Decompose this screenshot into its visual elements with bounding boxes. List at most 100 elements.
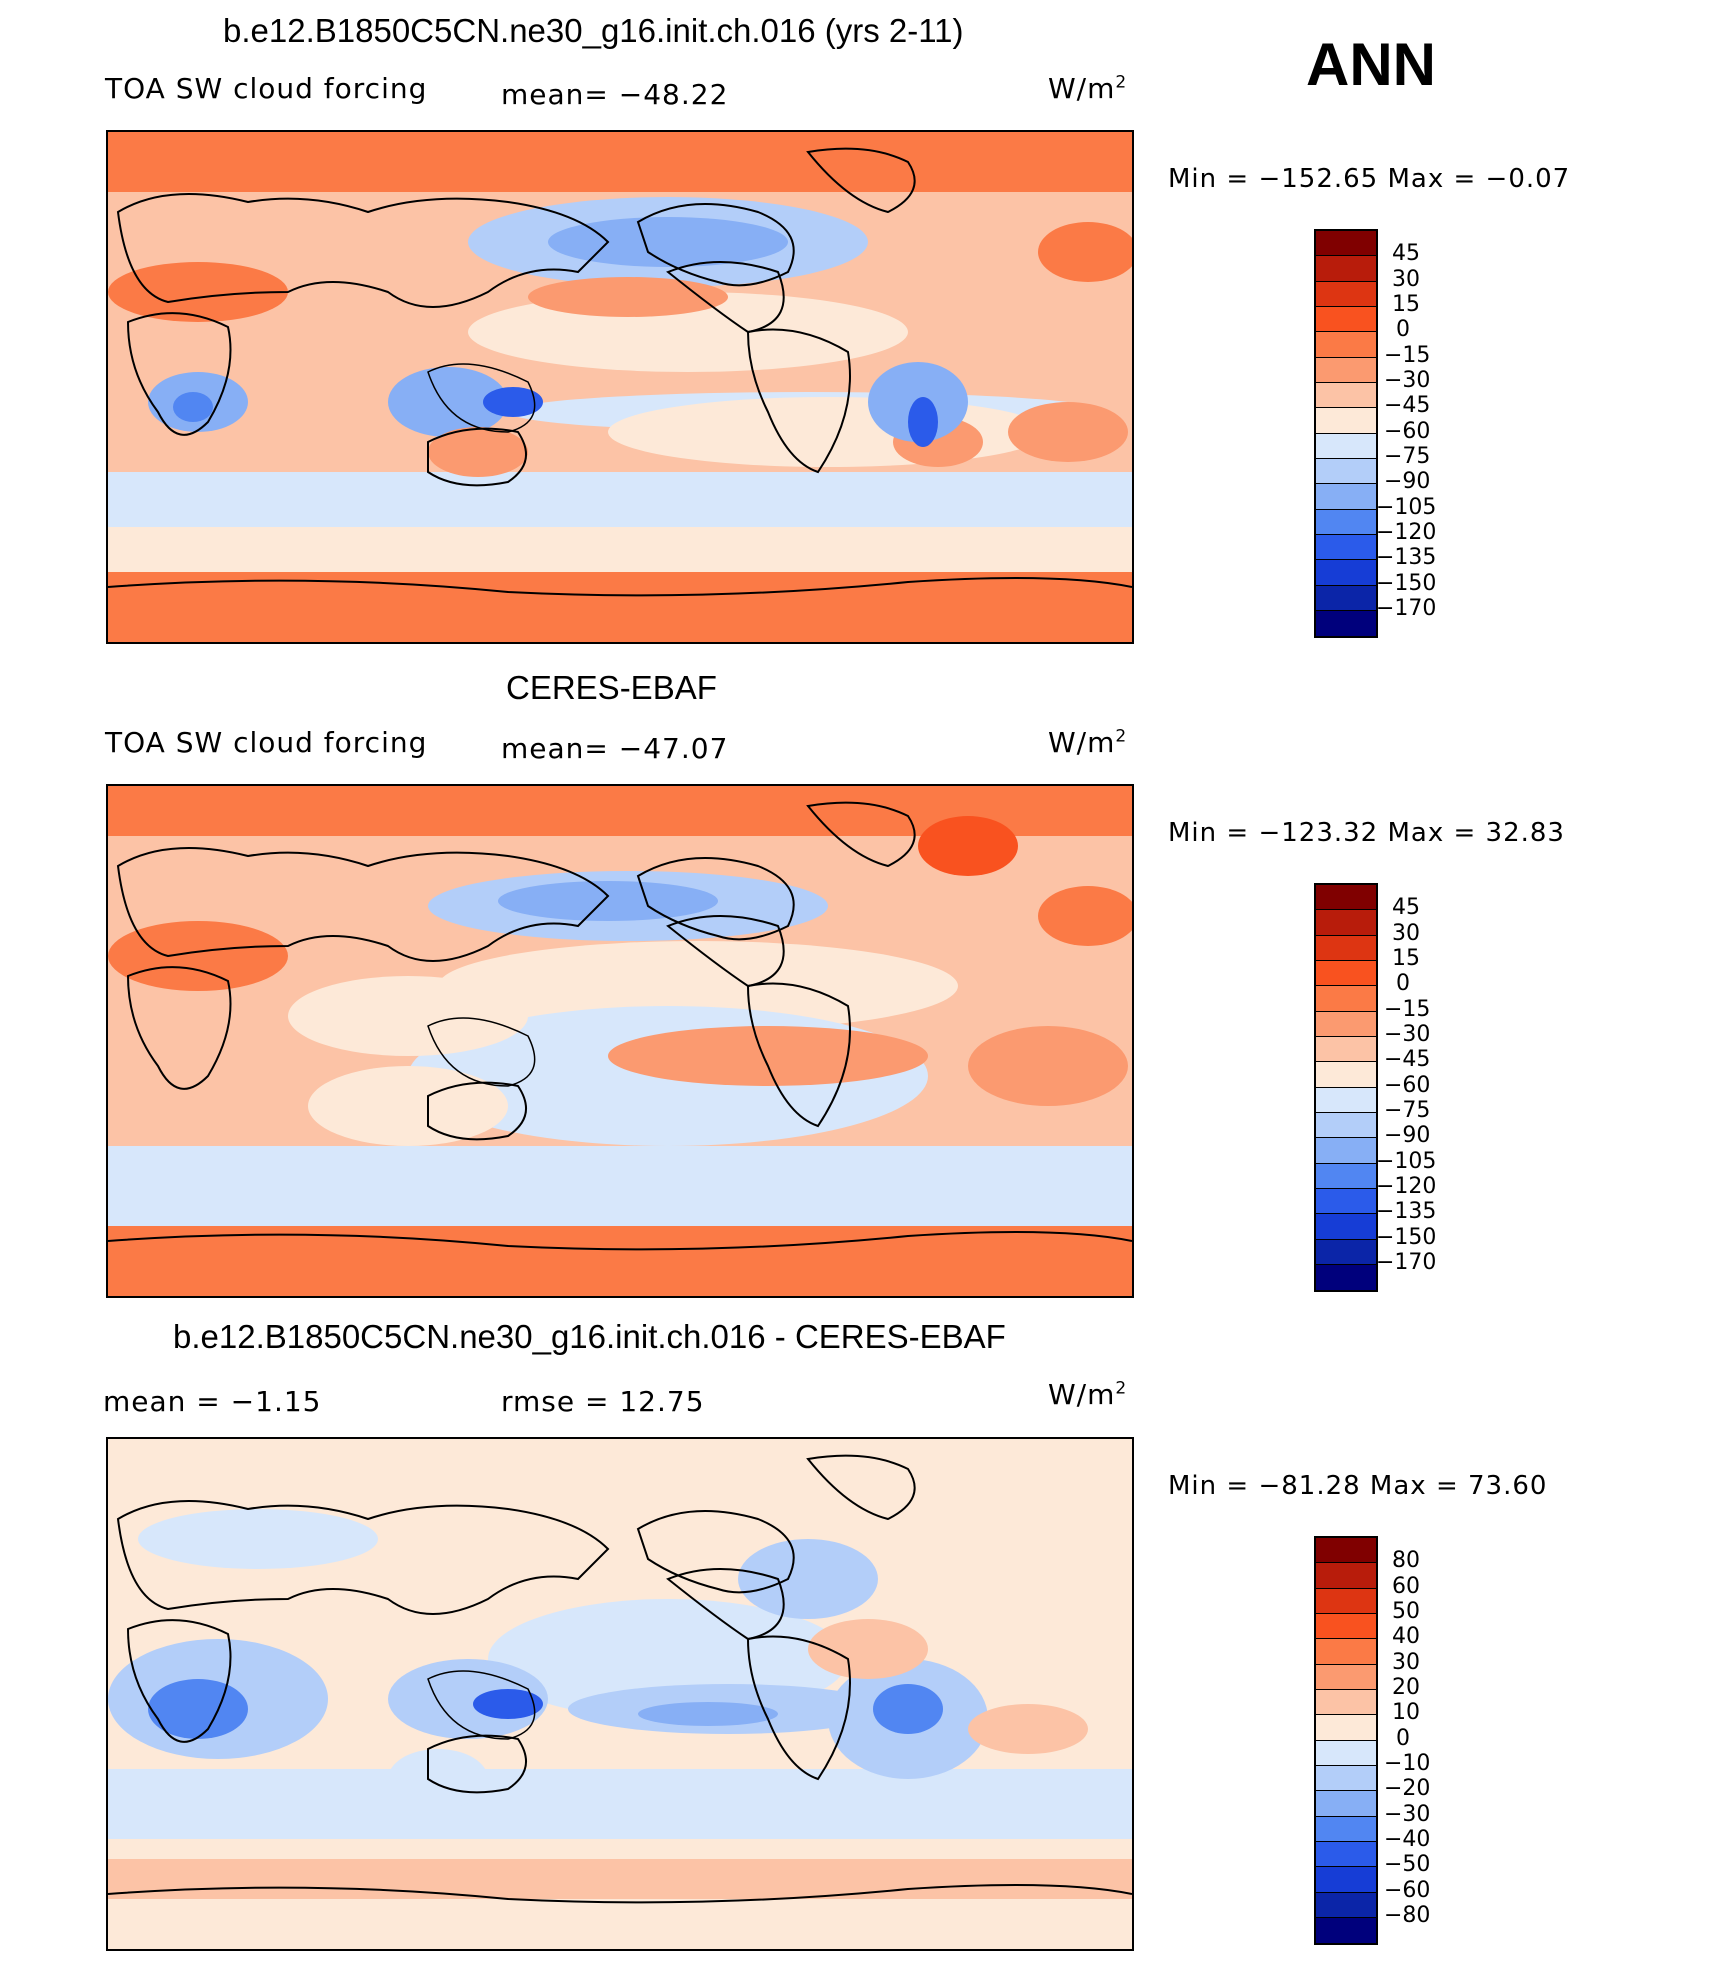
- colorbar-tick-label: −80: [1384, 1902, 1431, 1928]
- colorbar-tick-label: −170: [1376, 595, 1437, 621]
- colorbar-swatch: [1316, 1239, 1376, 1265]
- panel-1-map: [106, 130, 1134, 644]
- colorbar-tick-label: −120: [1376, 519, 1437, 545]
- colorbar-tick-label: 45: [1392, 241, 1420, 267]
- colorbar-tick-label: −60: [1384, 1877, 1431, 1903]
- colorbar-tick-label: −170: [1376, 1249, 1437, 1275]
- colorbar-swatch: [1316, 986, 1376, 1012]
- colorbar-swatch: [1316, 1791, 1376, 1817]
- colorbar-swatch: [1316, 1062, 1376, 1088]
- colorbar-tick-label: −120: [1376, 1173, 1437, 1199]
- colorbar-tick-label: −150: [1376, 1224, 1437, 1250]
- panel-3-minmax: Min = −81.28 Max = 73.60: [1168, 1471, 1548, 1501]
- panel-3-title: b.e12.B1850C5CN.ne30_g16.init.ch.016 - C…: [173, 1318, 1006, 1355]
- colorbar-tick-label: −60: [1384, 1072, 1431, 1098]
- colorbar-swatch: [1316, 960, 1376, 987]
- colorbar-tick-label: −15: [1384, 996, 1431, 1022]
- colorbar-swatch: [1316, 534, 1376, 561]
- colorbar-swatch: [1316, 1563, 1376, 1589]
- panel-3-colorbar: [1314, 1536, 1378, 1946]
- panel-2-title: CERES-EBAF: [506, 669, 717, 706]
- panel-2-variable-label: TOA SW cloud forcing: [105, 726, 428, 759]
- colorbar-tick-label: 30: [1392, 920, 1420, 946]
- colorbar-swatch: [1316, 1841, 1376, 1868]
- colorbar-tick-label: 50: [1392, 1598, 1420, 1624]
- colorbar-swatch: [1316, 231, 1376, 257]
- panel-1-colorbar: [1314, 229, 1378, 639]
- colorbar-swatch: [1316, 1639, 1376, 1665]
- colorbar-swatch: [1316, 458, 1376, 485]
- colorbar-swatch: [1316, 332, 1376, 358]
- colorbar-tick-label: −40: [1384, 1826, 1431, 1852]
- colorbar-swatch: [1316, 1917, 1376, 1944]
- colorbar-swatch: [1316, 281, 1376, 307]
- colorbar-swatch: [1316, 1892, 1376, 1918]
- colorbar-swatch: [1316, 560, 1376, 586]
- colorbar-tick-label: 10: [1392, 1700, 1420, 1726]
- panel-3-mean-label: mean = −1.15: [103, 1385, 322, 1418]
- colorbar-tick-label: −105: [1376, 1148, 1437, 1174]
- colorbar-swatch: [1316, 382, 1376, 409]
- colorbar-tick-label: −90: [1384, 1123, 1431, 1149]
- colorbar-tick-label: 60: [1392, 1573, 1420, 1599]
- colorbar-swatch: [1316, 408, 1376, 434]
- colorbar-tick-label: 15: [1392, 291, 1420, 317]
- colorbar-swatch: [1316, 1740, 1376, 1766]
- colorbar-swatch: [1316, 1538, 1376, 1564]
- colorbar-swatch: [1316, 256, 1376, 282]
- colorbar-swatch: [1316, 1087, 1376, 1113]
- colorbar-swatch: [1316, 1112, 1376, 1139]
- colorbar-tick-label: −20: [1384, 1776, 1431, 1802]
- colorbar-tick-label: −15: [1384, 342, 1431, 368]
- colorbar-swatch: [1316, 935, 1376, 961]
- colorbar-swatch: [1316, 1816, 1376, 1842]
- colorbar-swatch: [1316, 1715, 1376, 1741]
- colorbar-tick-label: −75: [1384, 443, 1431, 469]
- colorbar-swatch: [1316, 1138, 1376, 1164]
- colorbar-swatch: [1316, 1664, 1376, 1690]
- colorbar-tick-label: 40: [1392, 1624, 1420, 1650]
- colorbar-tick-label: −30: [1384, 367, 1431, 393]
- colorbar-swatch: [1316, 306, 1376, 333]
- season-label: ANN: [1306, 31, 1436, 98]
- panel-3-map: [106, 1437, 1134, 1951]
- colorbar-tick-label: 15: [1392, 945, 1420, 971]
- colorbar-swatch: [1316, 1214, 1376, 1240]
- panel-1-units: W/m2: [1048, 72, 1128, 105]
- colorbar-tick-label: 20: [1392, 1674, 1420, 1700]
- panel-3-units: W/m2: [1048, 1378, 1128, 1411]
- panel-2-mean-label: mean= −47.07: [501, 732, 729, 765]
- colorbar-tick-label: 80: [1392, 1548, 1420, 1574]
- panel-2-map: [106, 784, 1134, 1298]
- colorbar-tick-label: −135: [1376, 545, 1437, 571]
- colorbar-swatch: [1316, 1011, 1376, 1037]
- colorbar-swatch: [1316, 610, 1376, 637]
- colorbar-swatch: [1316, 1588, 1376, 1614]
- panel-1-mean-label: mean= −48.22: [501, 78, 729, 111]
- panel-1-variable-label: TOA SW cloud forcing: [105, 72, 428, 105]
- colorbar-tick-label: 0: [1396, 317, 1410, 343]
- colorbar-tick-label: 30: [1392, 1649, 1420, 1675]
- colorbar-swatch: [1316, 910, 1376, 936]
- colorbar-tick-label: −105: [1376, 494, 1437, 520]
- colorbar-swatch: [1316, 1689, 1376, 1716]
- colorbar-swatch: [1316, 484, 1376, 510]
- colorbar-tick-label: −30: [1384, 1021, 1431, 1047]
- panel-2-units: W/m2: [1048, 726, 1128, 759]
- colorbar-tick-label: −10: [1384, 1750, 1431, 1776]
- colorbar-swatch: [1316, 509, 1376, 535]
- colorbar-tick-label: −135: [1376, 1199, 1437, 1225]
- colorbar-tick-label: −90: [1384, 469, 1431, 495]
- colorbar-swatch: [1316, 1163, 1376, 1189]
- colorbar-swatch: [1316, 433, 1376, 459]
- colorbar-tick-label: −45: [1384, 393, 1431, 419]
- colorbar-swatch: [1316, 1036, 1376, 1063]
- colorbar-tick-label: −150: [1376, 570, 1437, 596]
- colorbar-swatch: [1316, 1613, 1376, 1640]
- colorbar-tick-label: −75: [1384, 1097, 1431, 1123]
- colorbar-tick-label: −50: [1384, 1852, 1431, 1878]
- colorbar-swatch: [1316, 1765, 1376, 1792]
- colorbar-tick-label: −60: [1384, 418, 1431, 444]
- colorbar-tick-label: −45: [1384, 1047, 1431, 1073]
- colorbar-tick-label: −30: [1384, 1801, 1431, 1827]
